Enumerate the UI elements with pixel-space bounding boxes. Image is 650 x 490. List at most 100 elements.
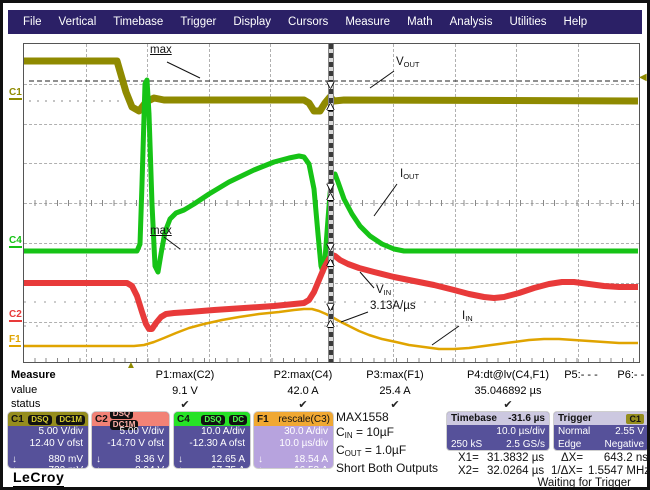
measure-p1-label: P1:max(C2) bbox=[155, 369, 215, 381]
menu-analysis[interactable]: Analysis bbox=[449, 16, 493, 28]
c4-label: C4 bbox=[177, 413, 190, 425]
measure-p5[interactable]: P5:- - - bbox=[543, 369, 619, 381]
measure-p5-label: P5:- - - bbox=[564, 369, 598, 381]
menu-trigger[interactable]: Trigger bbox=[180, 16, 217, 28]
measure-p2-value: 42.0 A bbox=[287, 385, 319, 397]
part-number: MAX1558 bbox=[336, 410, 389, 424]
c1-axis-marker[interactable]: C1 bbox=[9, 87, 22, 100]
trigger-type: Edge bbox=[558, 439, 582, 450]
channel-box-c4[interactable]: C4 DSQ DC 10.0 A/div -12.30 A ofst ↓ 12.6… bbox=[173, 411, 251, 469]
f1-axis-marker[interactable]: F1 bbox=[9, 334, 21, 347]
iout-trace-label: IOUT bbox=[400, 168, 420, 181]
menu-help[interactable]: Help bbox=[563, 16, 588, 28]
c1-volts-per-div: 5.00 V/div bbox=[38, 426, 83, 437]
fall-arrow-icon: ↓ bbox=[178, 454, 183, 465]
cursor-cross-up-arrow-icon: ▲ bbox=[325, 257, 336, 269]
cursor-cross-up-arrow-icon: ▲ bbox=[325, 318, 336, 330]
timebase-box[interactable]: Timebase -31.6 µs 10.0 µs/div 250 kS 2.5 … bbox=[446, 411, 550, 451]
measure-p3-label: P3:max(F1) bbox=[366, 369, 424, 381]
trigger-level-marker[interactable]: ◀ bbox=[639, 72, 647, 83]
rise-arrow-icon: ↑ bbox=[258, 465, 263, 468]
c1-badges: DSQ DC1M bbox=[26, 414, 85, 425]
iin-trace-label: IIN bbox=[462, 310, 473, 323]
trigger-position-marker[interactable]: ▲ bbox=[126, 360, 136, 371]
measure-p4-value: 35.046892 µs bbox=[474, 385, 542, 397]
c1-fall-value: 880 mV bbox=[48, 454, 83, 465]
rise-arrow-icon: ↑ bbox=[96, 465, 101, 468]
measure-p4-status: ✔ bbox=[503, 399, 513, 411]
cursor-cross-up-arrow-icon: ▲ bbox=[325, 101, 336, 113]
inv-dx-label: 1/ΔX= bbox=[551, 465, 583, 477]
x1-cursor-label: X1= bbox=[458, 452, 479, 464]
fall-arrow-icon: ↓ bbox=[258, 454, 263, 465]
x2-cursor-value: 32.0264 µs bbox=[487, 465, 545, 477]
cursor-cross-down-arrow-icon: ▼ bbox=[325, 301, 336, 313]
waveform-display[interactable]: max VOUT max IOUT VIN 3.13A/µs IIN ▼ ▼ ▼ ▼ ▲… bbox=[23, 43, 640, 363]
menu-display[interactable]: Display bbox=[233, 16, 272, 28]
trigger-source-badge: C1 bbox=[626, 413, 644, 424]
c1-coupling-badge: DC1M bbox=[56, 414, 85, 425]
measure-p2[interactable]: P2:max(C4) 42.0 A ✔ bbox=[243, 369, 363, 411]
menu-timebase[interactable]: Timebase bbox=[113, 16, 164, 28]
cin-note: CIN = 10µF bbox=[336, 425, 394, 440]
trigger-box[interactable]: Trigger C1 Normal 2.55 V Edge Negative bbox=[553, 411, 647, 451]
c2-rise-value: 8.34 V bbox=[135, 465, 164, 468]
menu-measure[interactable]: Measure bbox=[345, 16, 391, 28]
menu-vertical[interactable]: Vertical bbox=[58, 16, 97, 28]
c2-badges: DSQ DC1M bbox=[108, 412, 166, 430]
channel-box-c1[interactable]: C1 DSQ DC1M 5.00 V/div 12.40 V ofst ↓ 880… bbox=[7, 411, 89, 469]
fall-arrow-icon: ↓ bbox=[12, 454, 17, 465]
f1-label: F1 bbox=[257, 413, 269, 425]
timebase-title: Timebase bbox=[451, 413, 497, 424]
vout-trace-label: VOUT bbox=[396, 56, 420, 69]
c1-label: C1 bbox=[11, 413, 24, 425]
dx-value: 643.2 ns bbox=[603, 452, 648, 464]
measure-p1-status: ✔ bbox=[180, 399, 190, 411]
lecroy-logo: LeCroy bbox=[13, 469, 65, 487]
timebase-offset: -31.6 µs bbox=[508, 413, 545, 424]
menu-math[interactable]: Math bbox=[407, 16, 433, 28]
c4-offset: -12.30 A ofst bbox=[189, 438, 245, 449]
channel-box-c2[interactable]: C2 DSQ DC1M 5.00 V/div -14.70 V ofst ↓ 8.… bbox=[91, 411, 170, 469]
measure-p1[interactable]: P1:max(C2) 9.1 V ✔ bbox=[125, 369, 245, 411]
rise-arrow-icon: ↑ bbox=[12, 465, 17, 468]
f1-amps-per-div: 30.0 A/div bbox=[284, 426, 328, 437]
measure-p3-status: ✔ bbox=[390, 399, 400, 411]
cursor-cross-up-arrow-icon: ▲ bbox=[325, 191, 336, 203]
measure-p3[interactable]: P3:max(F1) 25.4 A ✔ bbox=[335, 369, 455, 411]
measure-p4[interactable]: P4:dt@lv(C4,F1) 35.046892 µs ✔ bbox=[438, 369, 578, 411]
cursor-cross-down-arrow-icon: ▼ bbox=[325, 79, 336, 91]
channel-box-f1[interactable]: F1 rescale(C3) 30.0 A/div 10.0 µs/div ↓ 1… bbox=[253, 411, 334, 469]
time-cursor-line[interactable] bbox=[328, 44, 334, 362]
measure-section-title: Measure bbox=[11, 369, 56, 381]
c4-badges: DSQ DC bbox=[199, 414, 247, 425]
c2-volts-per-div: 5.00 V/div bbox=[119, 426, 164, 437]
cursor-cross-down-arrow-icon: ▼ bbox=[325, 241, 336, 253]
c2-coupling-badge: DC1M bbox=[109, 420, 139, 430]
slope-annotation: 3.13A/µs bbox=[370, 300, 416, 312]
inv-dx-value: 1.5547 MHz bbox=[588, 465, 650, 477]
measure-p3-value: 25.4 A bbox=[379, 385, 411, 397]
c4-axis-marker[interactable]: C4 bbox=[9, 235, 22, 248]
trigger-slope: Negative bbox=[604, 439, 644, 450]
measure-p2-label: P2:max(C4) bbox=[273, 369, 333, 381]
timebase-per-div: 10.0 µs/div bbox=[496, 426, 545, 437]
trigger-title: Trigger bbox=[558, 413, 592, 424]
cout-note: COUT = 1.0µF bbox=[336, 443, 407, 458]
dx-label: ΔX= bbox=[561, 452, 584, 464]
menu-file[interactable]: File bbox=[23, 16, 42, 28]
c2-axis-marker[interactable]: C2 bbox=[9, 309, 22, 322]
c2-fall-value: 8.36 V bbox=[135, 454, 164, 465]
measure-status-row-label: status bbox=[11, 398, 41, 410]
timebase-samples: 250 kS bbox=[451, 439, 483, 450]
c2-badge-dsq: DSQ bbox=[109, 412, 134, 419]
rise-arrow-icon: ↑ bbox=[178, 465, 183, 468]
f1-fall-value: 18.54 A bbox=[294, 454, 328, 465]
c4-rise-value: 17.75 A bbox=[211, 465, 245, 468]
menu-cursors[interactable]: Cursors bbox=[288, 16, 329, 28]
f1-rise-value: 16.53 A bbox=[294, 465, 328, 468]
measure-p6[interactable]: P6:- - - bbox=[599, 369, 647, 381]
f1-time-per-div: 10.0 µs/div bbox=[279, 438, 328, 449]
menu-utilities[interactable]: Utilities bbox=[509, 16, 547, 28]
